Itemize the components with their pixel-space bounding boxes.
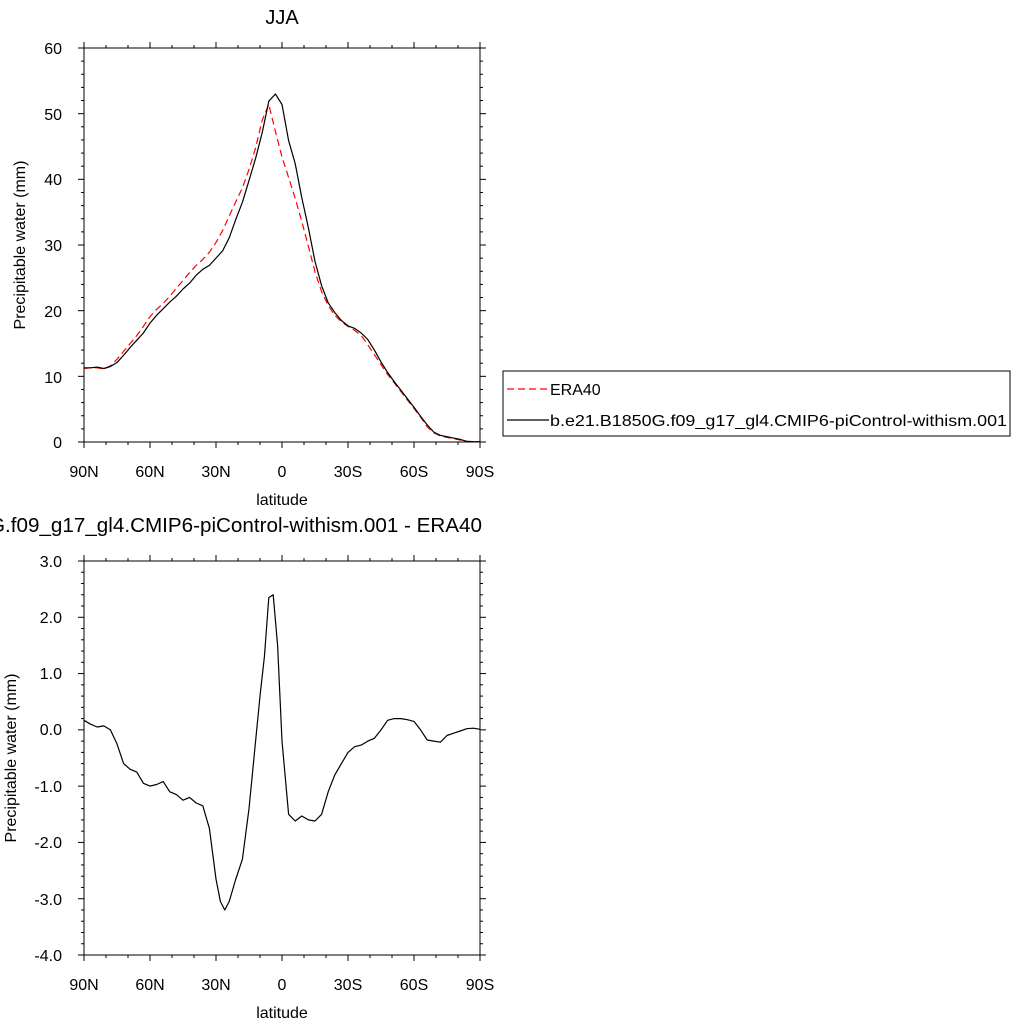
top-series-line-era40 (83, 103, 480, 443)
top-x-tick-label: 30S (334, 464, 362, 481)
top-x-tick-labels: 90N 60N 30N 0 30S 60S 90S (69, 464, 494, 481)
bottom-x-tick-label: 30S (334, 977, 362, 994)
top-x-tick-label: 0 (278, 464, 287, 481)
top-y-tick-label: 10 (44, 370, 62, 387)
top-x-tick-label: 30N (201, 464, 230, 481)
bottom-x-tick-label: 30N (201, 977, 230, 994)
bottom-series (83, 594, 481, 911)
legend: ERA40 b.e21.B1850G.f09_g17_gl4.CMIP6-piC… (502, 370, 1011, 437)
bottom-x-tick-label: 60S (400, 977, 428, 994)
bottom-y-tick-label: -3.0 (34, 892, 62, 909)
top-x-tick-label: 60N (135, 464, 164, 481)
top-series-line-model (84, 93, 480, 443)
top-chart-title: JJA (265, 7, 299, 29)
top-y-tick-label: 30 (44, 238, 62, 255)
bottom-y-tick-label: 1.0 (40, 666, 62, 683)
top-x-tick-label: 60S (400, 464, 428, 481)
bottom-x-tick-label: 90N (69, 977, 98, 994)
top-y-tick-label: 60 (44, 41, 62, 58)
bottom-x-tick-label: 60N (135, 977, 164, 994)
bottom-y-tick-label: 0.0 (40, 722, 62, 739)
top-y-axis-label: Precipitable water (mm) (12, 161, 29, 330)
bottom-y-axis-label: Precipitable water (mm) (3, 674, 20, 843)
top-tick-marks (78, 42, 486, 448)
top-series (83, 93, 480, 443)
top-x-tick-label: 90S (466, 464, 494, 481)
bottom-x-tick-label: 90S (466, 977, 494, 994)
top-y-tick-labels: 0 10 20 30 40 50 60 (44, 41, 62, 452)
legend-label-era40: ERA40 (550, 382, 601, 399)
bottom-series-line-model (83, 594, 481, 911)
bottom-y-tick-label: 2.0 (40, 610, 62, 627)
top-x-tick-label: 90N (69, 464, 98, 481)
bottom-y-tick-label: -4.0 (34, 948, 62, 965)
bottom-x-axis-label: latitude (256, 1005, 308, 1022)
bottom-y-tick-label: -2.0 (34, 835, 62, 852)
bottom-y-tick-labels: -4.0 -3.0 -2.0 -1.0 0.0 1.0 2.0 3.0 (34, 554, 62, 965)
bottom-chart-title: b.e21.B1850G.f09_g17_gl4.CMIP6-piControl… (0, 515, 482, 537)
top-y-tick-label: 0 (53, 435, 62, 452)
top-y-tick-label: 20 (44, 304, 62, 321)
top-y-tick-label: 50 (44, 107, 62, 124)
bottom-y-tick-label: -1.0 (34, 779, 62, 796)
bottom-x-tick-label: 0 (278, 977, 287, 994)
bottom-tick-marks (78, 555, 486, 961)
top-y-tick-label: 40 (44, 172, 62, 189)
bottom-panel: b.e21.B1850G.f09_g17_gl4.CMIP6-piControl… (0, 515, 494, 1022)
bottom-y-tick-label: 3.0 (40, 554, 62, 571)
bottom-plot-frame (83, 560, 481, 956)
legend-label-model: b.e21.B1850G.f09_g17_gl4.CMIP6-piControl… (550, 413, 1007, 430)
top-panel: JJA 0 10 20 30 40 50 60 90N 60N 30N 0 30… (12, 7, 1011, 509)
legend-box (502, 370, 1011, 437)
top-x-axis-label: latitude (256, 492, 308, 509)
bottom-x-tick-labels: 90N 60N 30N 0 30S 60S 90S (69, 977, 494, 994)
